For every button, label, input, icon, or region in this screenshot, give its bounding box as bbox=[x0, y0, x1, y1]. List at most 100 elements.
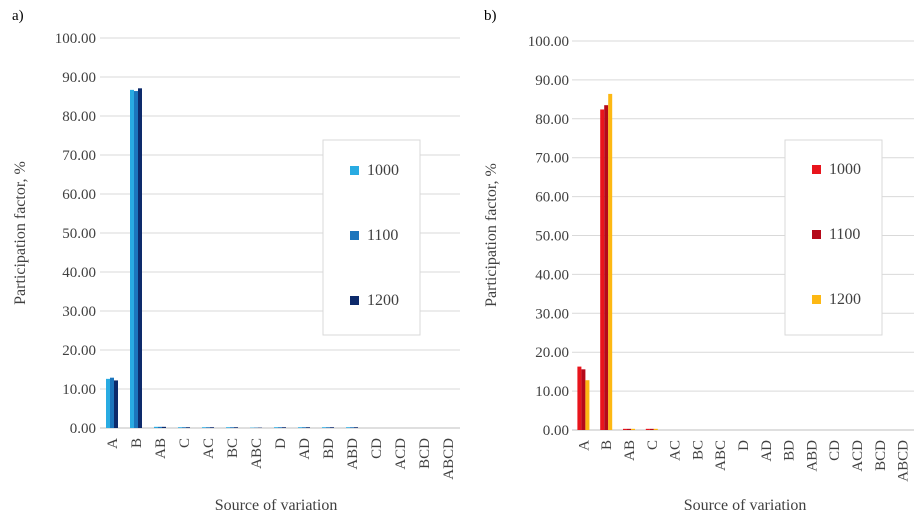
x-tick-label: AC bbox=[201, 438, 217, 459]
x-tick-label: ACD bbox=[393, 438, 409, 470]
y-tick-label: 20.00 bbox=[535, 345, 569, 361]
legend-label: 1200 bbox=[367, 292, 399, 309]
gridlines-a bbox=[100, 37, 460, 429]
y-tick-label: 100.00 bbox=[55, 31, 96, 47]
legend-swatch bbox=[812, 230, 821, 239]
y-tick-label: 10.00 bbox=[62, 382, 96, 398]
y-tick-label: 50.00 bbox=[62, 226, 96, 242]
bar-AD-1200 bbox=[306, 427, 310, 428]
bar-AD-1100 bbox=[302, 427, 306, 428]
x-tick-label: CD bbox=[369, 438, 385, 459]
bar-B-1100 bbox=[134, 91, 138, 428]
bar-AC-1100 bbox=[206, 427, 210, 428]
x-tick-label: AD bbox=[297, 438, 313, 460]
bar-B-1200 bbox=[138, 88, 142, 428]
y-axis-title-a: Participation factor, % bbox=[12, 161, 29, 305]
chart-panel-b: b) 0.00 10.00 20.00 30.00 40.00 50.00 60.00 70.… bbox=[483, 8, 914, 514]
x-tick-label: ABCD bbox=[441, 438, 457, 480]
x-axis-title-a: Source of variation bbox=[215, 497, 338, 514]
panel-label-b: b) bbox=[484, 8, 497, 24]
y-tick-label: 70.00 bbox=[62, 148, 96, 164]
x-tick-label: B bbox=[599, 440, 615, 450]
y-tick-label: 70.00 bbox=[535, 151, 569, 167]
y-tick-label: 40.00 bbox=[62, 265, 96, 281]
bar-D-1000 bbox=[274, 427, 278, 428]
x-tick-label: AC bbox=[668, 440, 684, 461]
bar-AB-1000 bbox=[154, 426, 158, 428]
bar-C-1200 bbox=[653, 428, 658, 430]
y-tick-label: 80.00 bbox=[535, 112, 569, 128]
bar-B-1000 bbox=[130, 89, 134, 429]
y-tick-label: 60.00 bbox=[535, 190, 569, 206]
bar-AB-1100 bbox=[627, 428, 631, 430]
y-axis-title-b: Participation factor, % bbox=[483, 163, 500, 307]
bar-C-1000 bbox=[645, 428, 650, 430]
y-tick-label: 50.00 bbox=[535, 229, 569, 245]
x-tick-label: BC bbox=[225, 438, 241, 458]
y-tick-label: 40.00 bbox=[535, 267, 569, 283]
bar-B-1100 bbox=[604, 105, 609, 430]
y-tick-label: 0.00 bbox=[543, 423, 569, 439]
bar-A-1100 bbox=[581, 369, 586, 430]
x-tick-label: B bbox=[129, 438, 145, 448]
x-tick-label: ACD bbox=[850, 440, 866, 472]
x-tick-label: C bbox=[177, 438, 193, 448]
x-tick-label: ABD bbox=[345, 438, 361, 470]
y-tick-label: 80.00 bbox=[62, 109, 96, 125]
bar-ABD-1000 bbox=[346, 427, 350, 428]
legend-label: 1200 bbox=[829, 291, 861, 308]
bar-AB-1100 bbox=[158, 426, 162, 428]
legend-swatch bbox=[350, 166, 359, 175]
bar-A-1000 bbox=[106, 378, 110, 428]
bars-b bbox=[577, 93, 658, 431]
bar-C-1200 bbox=[186, 427, 190, 428]
x-axis-title-b: Source of variation bbox=[684, 497, 807, 514]
x-tick-label: A bbox=[576, 440, 592, 451]
bar-AB-1200 bbox=[162, 426, 166, 428]
legend-swatch bbox=[350, 296, 359, 305]
bar-D-1200 bbox=[282, 427, 286, 428]
y-tick-label: 90.00 bbox=[62, 70, 96, 86]
x-tick-label: AB bbox=[153, 438, 169, 459]
panel-label-a: a) bbox=[12, 8, 24, 24]
x-tick-label: C bbox=[645, 440, 661, 450]
bar-AC-1000 bbox=[202, 427, 206, 428]
x-tick-label: BC bbox=[690, 440, 706, 460]
bar-BD-1100 bbox=[326, 427, 330, 428]
bar-AD-1000 bbox=[298, 427, 302, 428]
x-ticks-a: A B AB C AC BC ABC D AD BD ABD CD ACD BCD ABCD bbox=[105, 438, 457, 480]
x-tick-label: A bbox=[105, 438, 121, 449]
y-tick-label: 30.00 bbox=[535, 306, 569, 322]
bar-A-1200 bbox=[114, 380, 118, 428]
bar-A-1000 bbox=[577, 366, 582, 430]
bar-ABD-1200 bbox=[354, 427, 358, 428]
bar-A-1200 bbox=[585, 380, 590, 430]
bar-AC-1200 bbox=[210, 427, 214, 428]
bar-BC-1100 bbox=[230, 427, 234, 428]
bar-C-1100 bbox=[182, 427, 186, 428]
y-ticks-b: 0.00 10.00 20.00 30.00 40.00 50.00 60.00 70.00 8… bbox=[528, 34, 569, 439]
y-tick-label: 10.00 bbox=[535, 384, 569, 400]
bar-BC-1000 bbox=[226, 427, 230, 428]
x-tick-label: ABCD bbox=[896, 440, 912, 482]
x-tick-label: D bbox=[273, 438, 289, 449]
legend-label: 1100 bbox=[367, 227, 398, 244]
x-tick-label: ABC bbox=[713, 440, 729, 471]
bar-BC-1200 bbox=[234, 427, 238, 428]
x-tick-label: ABC bbox=[249, 438, 265, 469]
legend-box-a bbox=[322, 139, 421, 336]
bar-C-1000 bbox=[178, 427, 182, 428]
x-tick-label: BD bbox=[321, 438, 337, 459]
bar-B-1000 bbox=[600, 109, 605, 431]
y-tick-label: 20.00 bbox=[62, 343, 96, 359]
y-tick-label: 90.00 bbox=[535, 73, 569, 89]
y-tick-label: 30.00 bbox=[62, 304, 96, 320]
bar-B-1200 bbox=[608, 93, 613, 431]
bar-ABD-1100 bbox=[350, 427, 354, 428]
y-tick-label: 60.00 bbox=[62, 187, 96, 203]
bar-C-1100 bbox=[649, 428, 654, 430]
x-tick-label: D bbox=[736, 440, 752, 451]
bars-a bbox=[106, 88, 358, 429]
bar-AB-1000 bbox=[623, 428, 627, 430]
